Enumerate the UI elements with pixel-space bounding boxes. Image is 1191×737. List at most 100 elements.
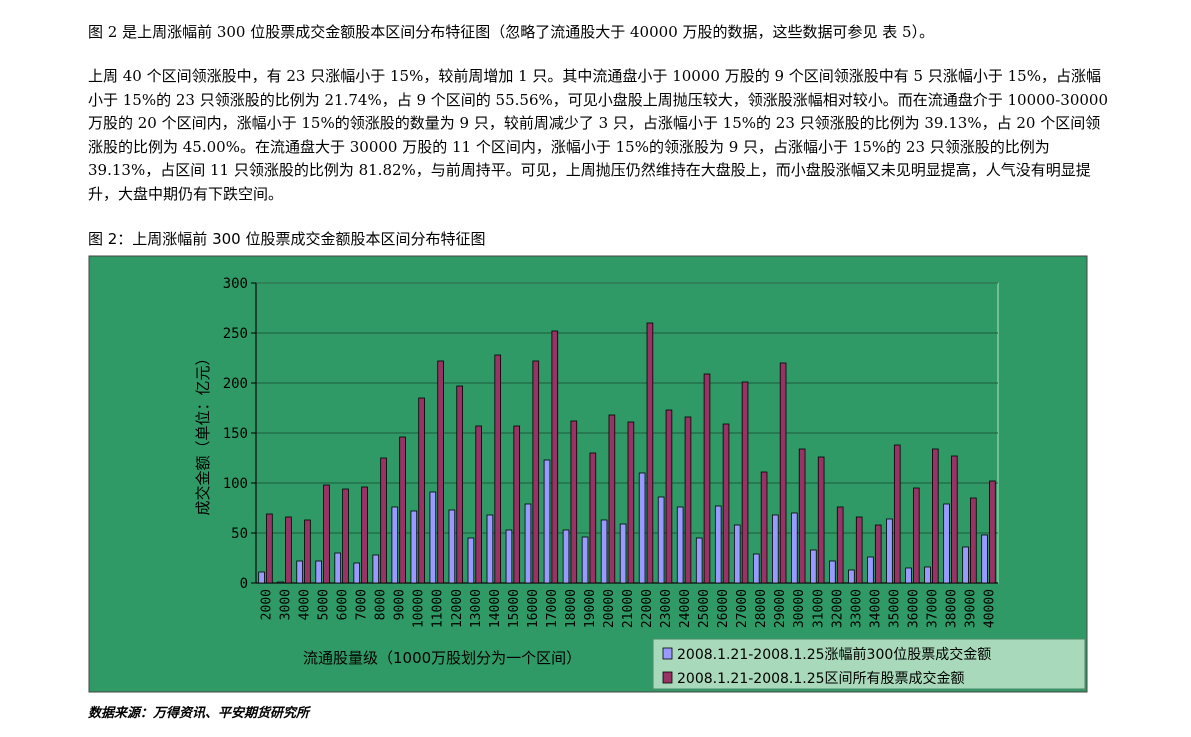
bar-series1 [829,560,836,584]
x-tick-label: 40000 [982,589,997,628]
x-tick-label: 36000 [906,589,921,628]
bar-series1 [277,581,284,584]
bar-series2 [932,448,939,584]
bar-series1 [372,554,380,584]
bar-series2 [608,414,616,584]
bar-series2 [342,488,349,584]
bar-series1 [886,518,893,584]
bar-series2 [456,385,463,584]
bar-series1 [905,567,912,584]
x-tick-label: 17000 [545,589,560,628]
bar-series2 [722,423,730,584]
bar-series2 [380,457,387,584]
bar-series2 [836,506,844,584]
x-tick-label: 8000 [374,589,389,620]
x-tick-label: 4000 [298,589,313,620]
bar-series2 [951,455,958,584]
bar-series2 [570,420,578,584]
x-tick-label: 32000 [830,589,845,628]
bar-series2 [779,362,787,584]
x-tick-label: 13000 [469,589,484,628]
bar-series1 [448,509,456,584]
x-tick-label: 12000 [450,589,465,628]
bar-series2 [741,381,749,584]
bar-chart: 0 50 100 150 200 250 300 2000 3000 4000 5000 6000 70… [88,255,1088,693]
x-tick-label: 18000 [564,589,579,628]
x-tick-label: 6000 [336,589,351,620]
x-tick-label: 28000 [754,589,769,628]
x-tick-label: 21000 [621,589,636,628]
bar-series2 [437,360,444,584]
bar-series2 [646,322,654,584]
bar-series1 [562,529,570,584]
bar-series2 [893,444,901,584]
bar-series2 [798,448,806,584]
bar-series2 [970,497,977,584]
bar-series1 [676,506,684,584]
bar-series1 [695,537,703,584]
x-tick-label: 20000 [602,589,617,628]
bar-series2 [627,421,635,584]
bar-series2 [323,484,330,584]
bar-series2 [418,397,425,584]
bar-series1 [791,512,798,584]
bar-series1 [315,560,322,584]
bar-series1 [505,529,513,584]
bar-series1 [619,523,627,584]
x-tick-label: 34000 [868,589,883,628]
data-source: 数据来源：万得资讯、平安期货研究所 [88,706,310,721]
x-tick-label: 14000 [488,589,503,628]
bar-series2 [475,425,482,584]
y-tick-label: 50 [231,526,248,542]
x-tick-label: 3000 [279,589,294,620]
bar-series2 [684,416,692,584]
bar-series2 [361,486,368,584]
bar-series2 [703,373,711,584]
bar-series1 [943,503,950,584]
bar-series2 [817,456,825,584]
bar-series1 [752,553,760,584]
bar-series1 [258,571,265,584]
bar-series1 [600,519,608,584]
x-tick-label: 10000 [412,589,427,628]
x-axis-label: 流通股量级（1000万股划分为一个区间） [303,649,581,667]
y-tick-label: 0 [240,576,248,592]
x-tick-label: 39000 [963,589,978,628]
legend-swatch [662,647,673,660]
intro-paragraph: 图 2 是上周涨幅前 300 位股票成交金额股本区间分布特征图（忽略了流通股大于… [88,23,935,41]
bar-series1 [296,560,303,584]
bar-series2 [551,330,559,584]
x-tick-label: 24000 [678,589,693,628]
legend-label: 2008.1.21-2008.1.25区间所有股票成交金额 [677,670,965,687]
bar-series2 [989,480,996,584]
x-tick-label: 33000 [849,589,864,628]
x-tick-label: 11000 [431,589,446,628]
x-tick-label: 7000 [355,589,370,620]
bar-series1 [657,496,665,584]
x-tick-label: 16000 [526,589,541,628]
bar-series1 [486,514,494,584]
bar-series1 [772,514,779,584]
bar-series1 [467,537,475,584]
bar-series2 [589,452,597,584]
y-tick-label: 150 [223,426,248,442]
chart-background [88,255,1088,693]
y-axis-label: 成交金额（单位：亿元） [194,350,212,515]
bar-series2 [874,524,882,584]
bar-series1 [810,549,817,584]
bar-series1 [429,491,437,584]
bar-series1 [924,566,931,584]
y-tick-label: 200 [223,376,248,392]
bar-series1 [353,562,361,584]
bar-series2 [532,360,540,584]
x-tick-label: 15000 [507,589,522,628]
bar-series2 [285,516,292,584]
x-tick-label: 9000 [393,589,408,620]
bar-series1 [638,472,646,584]
bar-series1 [543,459,551,584]
bar-series1 [410,510,418,584]
bar-series1 [714,505,722,584]
y-tick-label: 300 [223,276,248,292]
y-tick-label: 100 [223,476,248,492]
bar-series2 [760,471,768,584]
